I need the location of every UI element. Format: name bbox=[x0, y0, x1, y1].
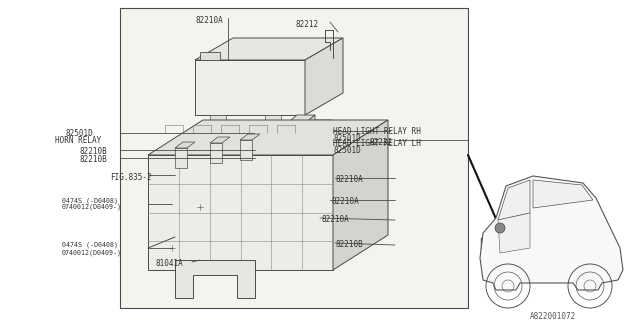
Polygon shape bbox=[175, 148, 187, 168]
Text: 82232: 82232 bbox=[370, 138, 393, 147]
Polygon shape bbox=[255, 122, 281, 130]
Polygon shape bbox=[498, 180, 530, 220]
Text: 82210A: 82210A bbox=[336, 175, 364, 184]
Polygon shape bbox=[270, 138, 286, 178]
Polygon shape bbox=[480, 176, 623, 290]
Polygon shape bbox=[175, 142, 195, 148]
Polygon shape bbox=[255, 130, 271, 170]
Polygon shape bbox=[240, 134, 260, 140]
Polygon shape bbox=[148, 155, 333, 270]
Polygon shape bbox=[285, 115, 315, 125]
Polygon shape bbox=[286, 130, 296, 178]
Text: 82210B: 82210B bbox=[80, 155, 108, 164]
Bar bbox=[120, 8, 468, 308]
Polygon shape bbox=[303, 115, 315, 170]
Polygon shape bbox=[175, 260, 255, 298]
Polygon shape bbox=[265, 115, 281, 125]
Text: 82210A: 82210A bbox=[331, 197, 359, 206]
Polygon shape bbox=[533, 180, 593, 208]
Text: 82501D: 82501D bbox=[333, 146, 361, 155]
Polygon shape bbox=[200, 52, 220, 60]
Text: HORN RELAY: HORN RELAY bbox=[55, 136, 101, 145]
Polygon shape bbox=[270, 130, 296, 138]
Text: 0474S (-D0408): 0474S (-D0408) bbox=[62, 242, 118, 249]
Text: 81041A: 81041A bbox=[155, 259, 183, 268]
Text: 82210A: 82210A bbox=[321, 215, 349, 224]
Polygon shape bbox=[240, 140, 252, 160]
Text: 82501D: 82501D bbox=[65, 129, 93, 138]
Polygon shape bbox=[210, 137, 230, 143]
Text: 82210A: 82210A bbox=[195, 16, 223, 25]
Polygon shape bbox=[148, 120, 388, 155]
Text: A822001072: A822001072 bbox=[530, 312, 576, 320]
Polygon shape bbox=[305, 38, 343, 115]
Polygon shape bbox=[285, 125, 303, 170]
Polygon shape bbox=[271, 122, 281, 170]
Polygon shape bbox=[302, 130, 320, 175]
Polygon shape bbox=[210, 115, 226, 125]
Text: 82501D: 82501D bbox=[333, 134, 361, 143]
Polygon shape bbox=[302, 120, 332, 130]
Text: 0474S (-D0408): 0474S (-D0408) bbox=[62, 197, 118, 204]
Polygon shape bbox=[320, 120, 332, 175]
Text: FIG.835-2: FIG.835-2 bbox=[110, 173, 152, 182]
Polygon shape bbox=[195, 60, 305, 115]
Text: 0740012(D0409-): 0740012(D0409-) bbox=[62, 249, 122, 255]
Text: HEAD LIGHT RELAY LH: HEAD LIGHT RELAY LH bbox=[333, 139, 421, 148]
Polygon shape bbox=[498, 213, 530, 253]
Text: 82210B: 82210B bbox=[336, 240, 364, 249]
Text: 0740012(D0409-): 0740012(D0409-) bbox=[62, 204, 122, 211]
Polygon shape bbox=[210, 143, 222, 163]
Text: 82210B: 82210B bbox=[80, 147, 108, 156]
Text: HEAD LIGHT RELAY RH: HEAD LIGHT RELAY RH bbox=[333, 127, 421, 136]
Polygon shape bbox=[333, 120, 388, 270]
Polygon shape bbox=[195, 38, 343, 60]
Text: 82212: 82212 bbox=[295, 20, 318, 29]
Circle shape bbox=[495, 223, 505, 233]
